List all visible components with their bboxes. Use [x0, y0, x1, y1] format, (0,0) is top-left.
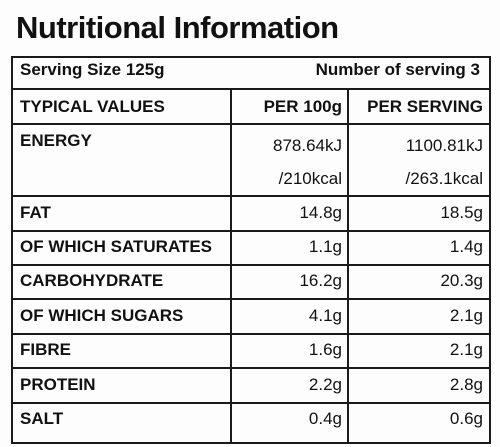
energy-per100g-kj: 878.64kJ [273, 136, 342, 155]
rule-under-energy [11, 195, 491, 197]
row-label-protein: PROTEIN [20, 375, 96, 394]
energy-serving-kj: 1100.81kJ [405, 136, 483, 155]
row-divider [11, 230, 491, 232]
saturates-per-serving: 1.4g [449, 237, 483, 256]
sugars-per100g: 4.1g [308, 306, 342, 325]
header-typical-values: TYPICAL VALUES [20, 97, 165, 116]
row-label-saturates: OF WHICH SATURATES [20, 237, 213, 256]
header-per-100g: PER 100g [263, 97, 342, 116]
row-divider [11, 367, 491, 369]
rule-under-header [11, 123, 491, 125]
fat-per100g: 14.8g [299, 203, 342, 222]
salt-per100g: 0.4g [308, 409, 342, 428]
column-divider [230, 89, 232, 443]
row-label-salt: SALT [20, 409, 64, 428]
row-label-fibre: FIBRE [20, 340, 71, 359]
energy-per100g-kcal: /210kcal [278, 169, 342, 188]
row-label-sugars: OF WHICH SUGARS [20, 306, 184, 325]
row-divider [11, 264, 491, 266]
fibre-per100g: 1.6g [308, 340, 342, 359]
row-label-carbohydrate: CARBOHYDRATE [20, 271, 164, 290]
protein-per100g: 2.2g [308, 375, 342, 394]
protein-per-serving: 2.8g [449, 375, 483, 394]
rule-under-serving [11, 88, 491, 90]
nutrition-table [11, 56, 491, 444]
row-label-energy: ENERGY [20, 131, 92, 150]
saturates-per100g: 1.1g [308, 237, 342, 256]
label-title: Nutritional Information [16, 10, 339, 45]
column-divider [347, 89, 349, 443]
fat-per-serving: 18.5g [440, 203, 483, 222]
row-divider [11, 402, 491, 404]
sugars-per-serving: 2.1g [449, 306, 483, 325]
salt-per-serving: 0.6g [449, 409, 483, 428]
fibre-per-serving: 2.1g [449, 340, 483, 359]
carbohydrate-per100g: 16.2g [299, 271, 342, 290]
serving-size: Serving Size 125g [20, 60, 165, 79]
servings-count: Number of serving 3 [315, 60, 480, 79]
row-divider [11, 333, 491, 335]
carbohydrate-per-serving: 20.3g [440, 271, 483, 290]
header-per-serving: PER SERVING [367, 97, 483, 116]
row-divider [11, 298, 491, 300]
energy-serving-kcal: /263.1kcal [405, 169, 484, 188]
row-label-fat: FAT [20, 203, 51, 222]
